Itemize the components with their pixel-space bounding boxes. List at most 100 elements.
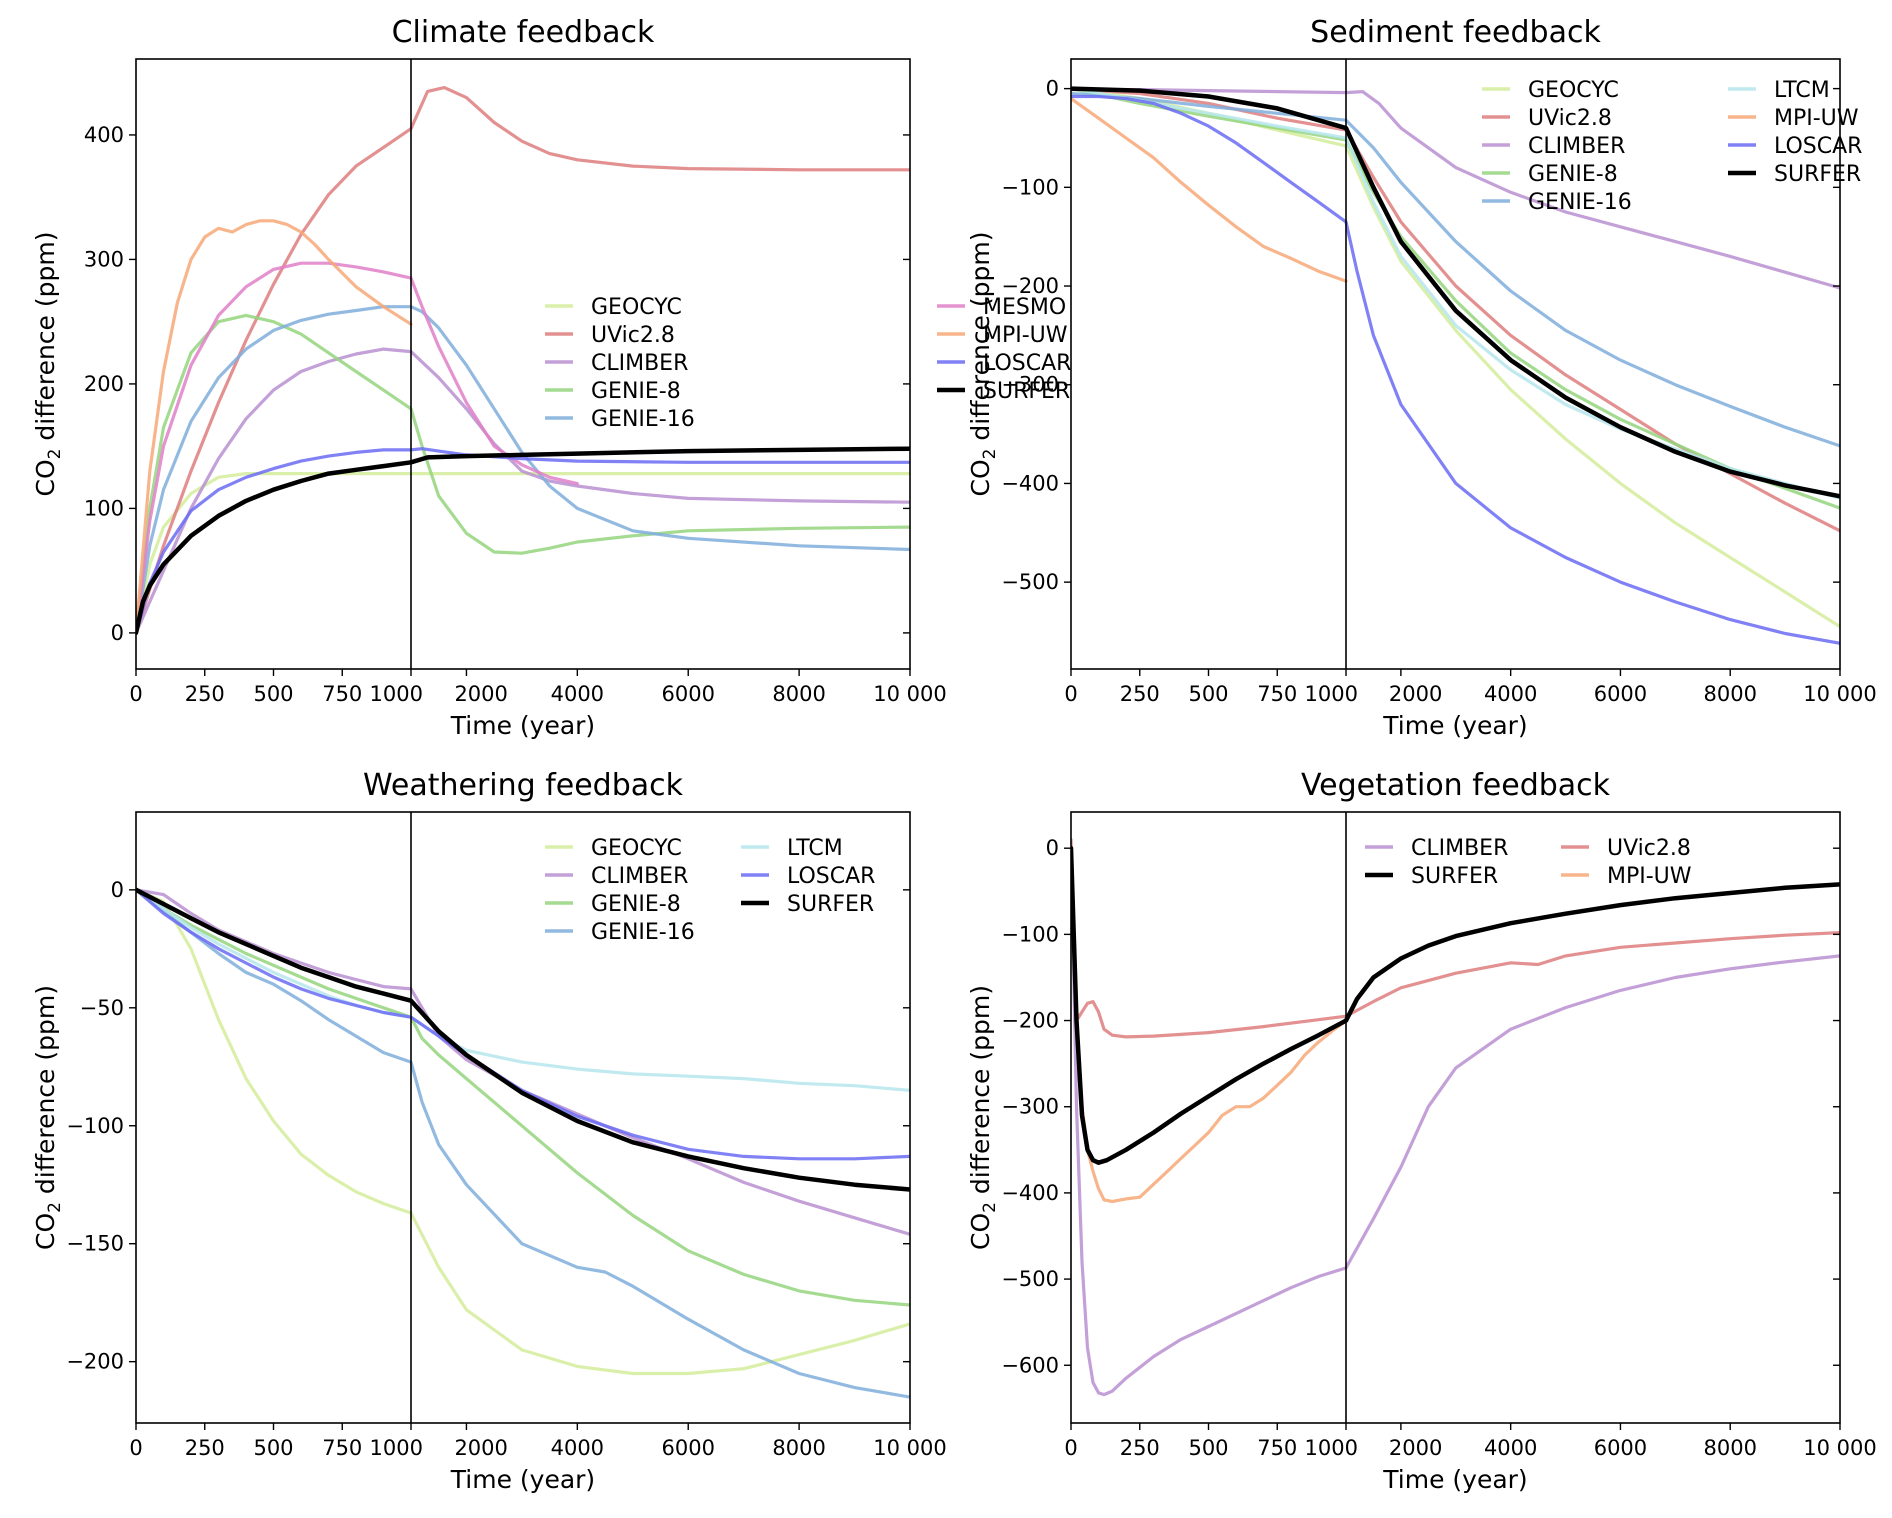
legend-item: GENIE-16 — [545, 407, 695, 432]
y-tick-label: 0 — [1046, 836, 1059, 860]
x-tick-label: 750 — [1257, 1436, 1297, 1460]
series-line-genie-8 — [136, 888, 910, 1307]
x-tick-label: 2000 — [1389, 1436, 1442, 1460]
legend-label: GENIE-8 — [1528, 162, 1618, 187]
legend-label: MPI-UW — [1774, 106, 1859, 131]
series-line-mpi-uw — [1071, 96, 1348, 283]
panel-weathering-feedback: Weathering feedback 0 250 500 750 1000 2000 40… — [31, 768, 947, 1494]
legend-item: CLIMBER — [1482, 134, 1625, 159]
legend-label: GEOCYC — [591, 836, 682, 861]
legend-item: SURFER — [1728, 162, 1861, 187]
x-tick-label: 1000 — [1305, 1436, 1358, 1460]
x-tick-label: 750 — [322, 1436, 362, 1460]
x-tick-label: 4000 — [1484, 682, 1537, 706]
legend-item: GENIE-16 — [1482, 190, 1632, 215]
series-line-climber — [1071, 846, 1840, 1397]
x-tick-label: 4000 — [551, 682, 604, 706]
y-tick-label: −600 — [1001, 1353, 1059, 1377]
series-line-ltcm — [1071, 86, 1840, 500]
legend-label: SURFER — [1774, 162, 1861, 187]
legend-item: GENIE-8 — [1482, 162, 1618, 187]
y-tick-label: 0 — [1046, 77, 1059, 101]
series-line-loscar — [136, 447, 910, 635]
x-tick-label: 2000 — [454, 1436, 507, 1460]
legend-item: LTCM — [741, 836, 843, 861]
series-line-surfer — [136, 887, 910, 1192]
x-tick-label: 8000 — [1703, 682, 1756, 706]
series-group — [136, 85, 910, 636]
legend-label: CLIMBER — [1411, 836, 1508, 861]
series-group — [1071, 837, 1840, 1397]
legend-label: GEOCYC — [1528, 78, 1619, 103]
legend-item: CLIMBER — [545, 864, 688, 889]
series-line-surfer — [136, 446, 910, 636]
y-tick-label: 200 — [84, 372, 124, 396]
x-tick-label: 1000 — [370, 682, 423, 706]
series-line-climber — [1071, 87, 1840, 290]
legend-label: MESMO — [983, 295, 1066, 320]
panel-sediment-feedback: Sediment feedback 0 250 500 750 1000 2000 4000… — [966, 15, 1877, 740]
axes-frame — [1070, 811, 1841, 1424]
legend-item: UVic2.8 — [1482, 106, 1612, 131]
x-tick-label: 500 — [1188, 682, 1228, 706]
x-tick-label: 4000 — [551, 1436, 604, 1460]
legend-label: MPI-UW — [1607, 864, 1692, 889]
y-tick-label: −200 — [1001, 274, 1059, 298]
panel-climate-feedback: Climate feedback 0 250 500 750 1000 2000 4000 6… — [31, 15, 1071, 740]
x-tick-label: 750 — [1257, 682, 1297, 706]
y-axis-label: CO2 difference (ppm) — [31, 232, 65, 497]
x-tick-label: 8000 — [772, 1436, 825, 1460]
y-axis-label: CO2 difference (ppm) — [31, 985, 65, 1250]
legend-item: LOSCAR — [937, 351, 1071, 376]
x-tick-label: 6000 — [1594, 682, 1647, 706]
x-tick-label: 10 000 — [873, 1436, 946, 1460]
axes-frame — [135, 58, 911, 670]
series-line-mpi-uw — [1071, 846, 1348, 1204]
series-line-loscar — [1071, 94, 1840, 645]
x-tick-label: 8000 — [772, 682, 825, 706]
x-tick-label: 10 000 — [873, 682, 946, 706]
legend-label: SURFER — [787, 892, 874, 917]
series-line-geocyc — [1071, 86, 1840, 629]
legend-label: SURFER — [1411, 864, 1498, 889]
x-tick-label: 750 — [322, 682, 362, 706]
legend-label: UVic2.8 — [1528, 106, 1612, 131]
legend-item: LTCM — [1728, 78, 1830, 103]
series-line-genie-16 — [1071, 91, 1840, 448]
legend-item: MPI-UW — [937, 323, 1068, 348]
x-tick-label: 2000 — [1389, 682, 1442, 706]
legend-label: GEOCYC — [591, 295, 682, 320]
series-line-genie-8 — [1071, 86, 1840, 510]
legend-label: LOSCAR — [1774, 134, 1862, 159]
legend-label: LTCM — [787, 836, 843, 861]
x-tick-label: 10 000 — [1803, 1436, 1876, 1460]
series-group — [1071, 86, 1840, 645]
legend: GEOCYC UVic2.8 CLIMBER GENIE-8 GENIE-16 MESMO… — [545, 295, 1071, 432]
series-line-climber — [136, 347, 910, 635]
legend-item: GENIE-8 — [545, 379, 681, 404]
legend-label: GENIE-8 — [591, 892, 681, 917]
series-line-uvic2-8 — [1071, 837, 1840, 1039]
x-tick-label: 0 — [129, 682, 142, 706]
x-axis-label: Time (year) — [1382, 1465, 1527, 1494]
series-line-mpi-uw — [136, 219, 413, 635]
x-tick-label: 1000 — [370, 1436, 423, 1460]
legend-label: SURFER — [983, 379, 1070, 404]
legend-label: CLIMBER — [1528, 134, 1625, 159]
legend-item: SURFER — [1365, 864, 1498, 889]
y-tick-label: −300 — [1001, 373, 1059, 397]
legend-label: GENIE-16 — [591, 920, 695, 945]
legend-item: GEOCYC — [545, 295, 682, 320]
x-tick-label: 10 000 — [1803, 682, 1876, 706]
x-tick-label: 500 — [253, 1436, 293, 1460]
x-tick-label: 4000 — [1484, 1436, 1537, 1460]
x-axis-label: Time (year) — [450, 1465, 595, 1494]
x-tick-label: 250 — [1120, 682, 1160, 706]
x-axis-label: Time (year) — [450, 711, 595, 740]
x-tick-label: 0 — [1064, 1436, 1077, 1460]
series-line-mesmo — [136, 261, 579, 635]
y-tick-label: −100 — [1001, 922, 1059, 946]
legend-label: UVic2.8 — [1607, 836, 1691, 861]
series-group — [136, 887, 910, 1399]
